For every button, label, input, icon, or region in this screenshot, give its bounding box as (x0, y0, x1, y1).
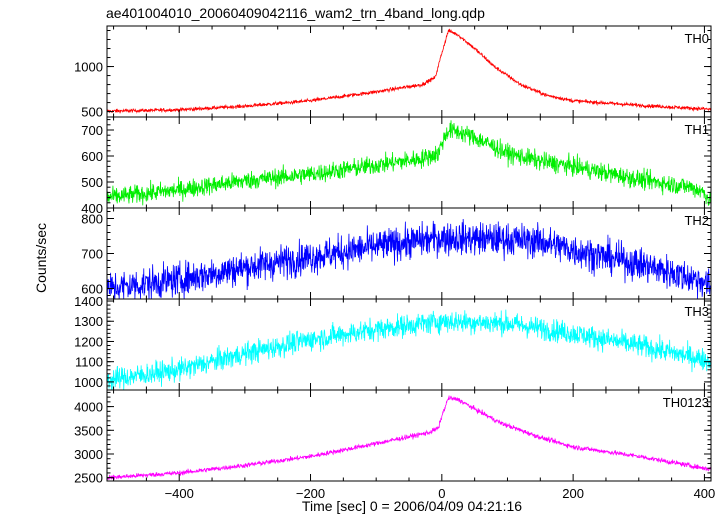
x-axis-label: Time [sec] 0 = 2006/04/09 04:21:16 (302, 498, 522, 514)
panels: 500 1000 TH0 400 500 600 700 TH1 600 700 800 TH2 100… (74, 25, 712, 486)
y-tick-label: 1400 (74, 294, 103, 309)
y-tick-label: 400 (81, 201, 103, 216)
series-line-th3 (107, 309, 711, 390)
y-tick-label: 3000 (74, 447, 103, 462)
y-tick-label: 1100 (75, 355, 103, 370)
panel-frame (106, 298, 712, 391)
y-tick-label: 1200 (74, 334, 103, 349)
panel-frame (106, 389, 712, 482)
y-tick-label: 800 (81, 212, 103, 227)
panel-label-th0: TH0 (684, 31, 709, 46)
y-tick-label: 2500 (74, 471, 103, 486)
y-tick-label: 3500 (74, 423, 103, 438)
x-tick-label: 400 (694, 486, 716, 501)
panel-th1: 400 500 600 700 TH1 (81, 116, 712, 216)
y-tick-label: 1300 (74, 314, 103, 329)
panel-label-th0123: TH0123 (663, 395, 709, 410)
y-axis-label: Counts/sec (33, 223, 49, 293)
panel-th0123: 2500 3000 3500 4000 TH0123 (74, 389, 712, 486)
panel-label-th2: TH2 (684, 213, 709, 228)
y-tick-label: 500 (81, 175, 103, 190)
series-line-th0 (107, 28, 711, 114)
y-tick-label: 500 (81, 105, 103, 120)
series-line-th2 (107, 218, 711, 299)
x-tick-label: 200 (562, 486, 584, 501)
panel-th3: 1000 1100 1200 1300 1400 TH3 (74, 294, 712, 391)
x-tick-label: −400 (165, 486, 194, 501)
x-axis: −400 −200 0 200 400 (165, 486, 716, 501)
y-tick-label: 600 (81, 149, 103, 164)
panel-th2: 600 700 800 TH2 (81, 207, 712, 300)
y-tick-label: 1000 (74, 60, 103, 75)
series-line-th1 (107, 120, 711, 207)
x-tick-label: −200 (296, 486, 325, 501)
y-tick-label: 1000 (74, 375, 103, 390)
y-tick-label: 600 (81, 282, 103, 297)
panel-th0: 500 1000 TH0 (74, 25, 712, 120)
y-tick-label: 4000 (74, 400, 103, 415)
panel-label-th3: TH3 (684, 304, 709, 319)
panel-frame (106, 25, 712, 118)
y-tick-label: 700 (81, 247, 103, 262)
panel-label-th1: TH1 (684, 122, 709, 137)
y-tick-label: 700 (81, 123, 103, 138)
chart-title: ae401004010_20060409042116_wam2_trn_4ban… (106, 5, 485, 21)
series-line-th0123 (107, 395, 711, 481)
x-tick-label: 0 (438, 486, 445, 501)
